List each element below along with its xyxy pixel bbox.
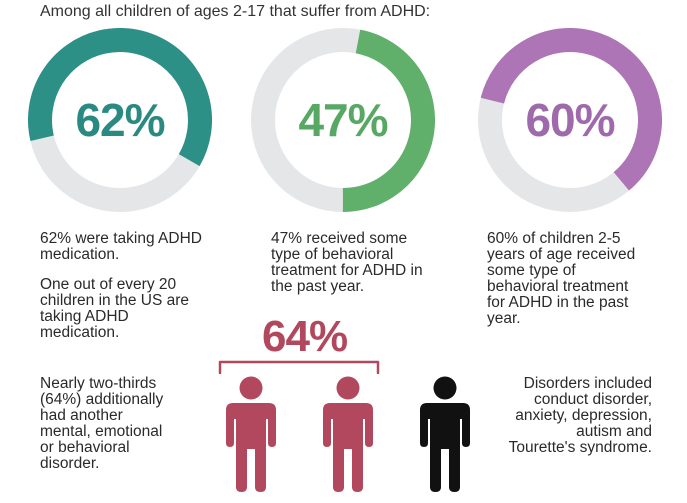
caption-line: 62% were taking ADHD bbox=[40, 230, 202, 247]
caption-line: Nearly two-thirds bbox=[40, 375, 157, 392]
donut-chart-preschool: 60% bbox=[478, 28, 662, 212]
caption-line: anxiety, depression, bbox=[515, 407, 652, 424]
caption-line: the past year. bbox=[271, 278, 365, 295]
caption-line: conduct disorder, bbox=[533, 391, 652, 408]
caption-line: disorder. bbox=[40, 455, 100, 472]
caption-line: had another bbox=[40, 407, 123, 424]
caption-line: behavioral treatment bbox=[487, 278, 629, 295]
donut-value-preschool: 60% bbox=[525, 94, 615, 146]
caption-line: mental, emotional bbox=[40, 423, 163, 440]
caption-line: medication. bbox=[40, 246, 120, 263]
caption-line: (64%) additionally bbox=[40, 391, 164, 408]
donut-chart-medication: 62% bbox=[28, 28, 212, 212]
caption-line: autism and bbox=[576, 423, 652, 440]
group-bracket bbox=[218, 360, 380, 374]
person-icon bbox=[323, 376, 373, 492]
caption-line: type of behavioral bbox=[271, 246, 394, 263]
donut-svg-medication bbox=[28, 28, 212, 212]
caption-line: 60% of children 2-5 bbox=[487, 230, 621, 247]
caption-two-thirds: Nearly two-thirds (64%) additionally had… bbox=[40, 376, 163, 472]
person-icon bbox=[420, 376, 470, 492]
donut-arc-medication bbox=[28, 28, 212, 212]
caption-line: 47% received some bbox=[271, 230, 408, 247]
caption-behavioral: 47% received some type of behavioral tre… bbox=[271, 231, 423, 295]
caption-line: medication. bbox=[40, 324, 120, 341]
caption-line: for ADHD in the past bbox=[487, 294, 629, 311]
caption-line: Tourette's syndrome. bbox=[508, 439, 652, 456]
caption-line: treatment for ADHD in bbox=[271, 262, 423, 279]
caption-one-in-twenty: One out of every 20 children in the US a… bbox=[40, 277, 189, 341]
donut-value-behavioral: 47% bbox=[298, 94, 388, 146]
caption-line: year. bbox=[487, 310, 521, 327]
caption-line: Disorders included bbox=[523, 375, 652, 392]
caption-line: or behavioral bbox=[40, 439, 130, 456]
caption-line: years of age received bbox=[487, 246, 636, 263]
caption-disorders: Disorders included conduct disorder, anx… bbox=[490, 376, 652, 456]
page-heading: Among all children of ages 2-17 that suf… bbox=[40, 3, 431, 20]
caption-line: One out of every 20 bbox=[40, 276, 177, 293]
donut-arc-preschool bbox=[478, 28, 662, 212]
caption-line: taking ADHD bbox=[40, 308, 129, 325]
comorbidity-percent: 64% bbox=[262, 312, 348, 361]
caption-line: children in the US are bbox=[40, 292, 190, 309]
caption-medication: 62% were taking ADHD medication. bbox=[40, 231, 202, 263]
donut-svg-preschool bbox=[478, 28, 662, 212]
donut-svg-behavioral bbox=[251, 28, 435, 212]
caption-preschool: 60% of children 2-5 years of age receive… bbox=[487, 231, 635, 327]
person-icon bbox=[226, 376, 276, 492]
donut-value-medication: 62% bbox=[75, 94, 165, 146]
donut-chart-behavioral: 47% bbox=[251, 28, 435, 212]
caption-line: some type of bbox=[487, 262, 576, 279]
